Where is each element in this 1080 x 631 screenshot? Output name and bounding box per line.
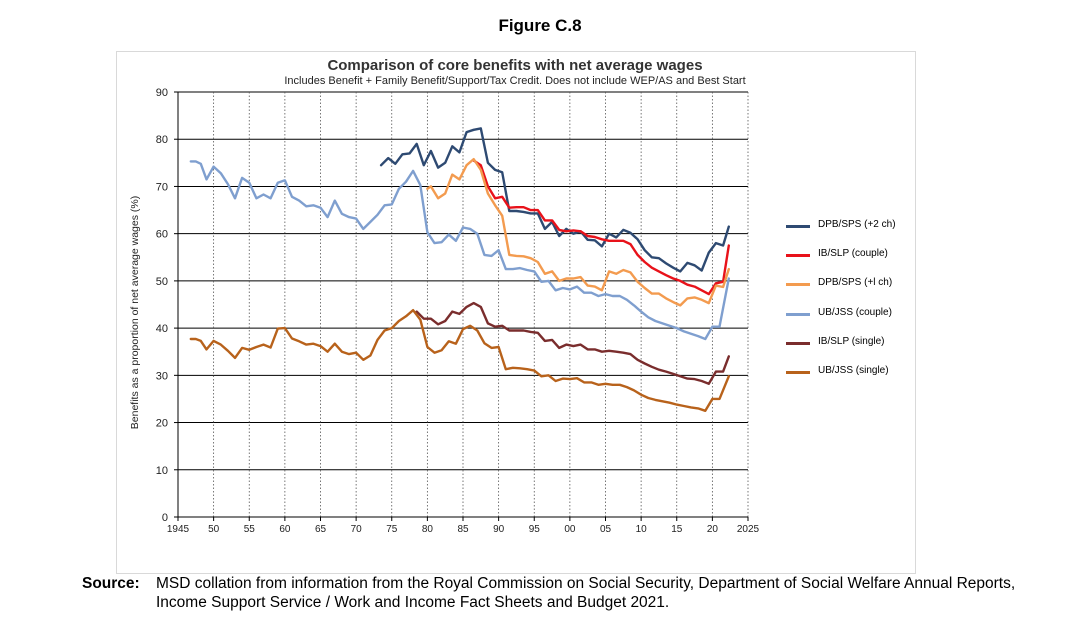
x-tick-label: 90 <box>493 524 505 535</box>
x-tick-label: 75 <box>386 524 398 535</box>
x-tick-label: 20 <box>707 524 719 535</box>
x-tick-label: 60 <box>279 524 291 535</box>
y-tick-label: 50 <box>156 276 168 288</box>
y-tick-label: 90 <box>156 87 168 99</box>
legend-swatch <box>786 225 810 228</box>
legend-label: DPB/SPS (+l ch) <box>818 277 893 289</box>
y-tick-label: 10 <box>156 465 168 477</box>
y-tick-label: 70 <box>156 181 168 193</box>
legend-item: IB/SLP (couple) <box>784 248 914 277</box>
legend-swatch <box>786 370 810 374</box>
series-line <box>472 159 730 296</box>
series-line <box>189 160 730 341</box>
legend-item: UB/JSS (couple) <box>784 307 914 336</box>
x-tick-label: 80 <box>422 524 434 535</box>
legend-item: DPB/SPS (+2 ch) <box>784 219 914 248</box>
chart-legend: DPB/SPS (+2 ch) IB/SLP (couple) DPB/SPS (+… <box>784 219 914 394</box>
x-tick-label: 65 <box>315 524 327 535</box>
legend-label: IB/SLP (single) <box>818 335 885 347</box>
x-tick-label: 70 <box>351 524 363 535</box>
series-line <box>189 309 730 412</box>
source-text: MSD collation from information from the … <box>156 575 1016 611</box>
x-tick-label: 1945 <box>167 524 190 535</box>
legend-item: DPB/SPS (+l ch) <box>784 277 914 306</box>
legend-item: UB/JSS (single) <box>784 365 914 394</box>
legend-swatch <box>786 341 810 345</box>
y-axis-title: Benefits as a proportion of net average … <box>129 196 141 429</box>
legend-swatch <box>786 283 810 287</box>
legend-label: UB/JSS (single) <box>818 364 889 376</box>
legend-swatch <box>786 254 810 258</box>
legend-label: UB/JSS (couple) <box>818 306 892 318</box>
figure-label: Figure C.8 <box>498 16 582 35</box>
series-line <box>426 157 730 307</box>
x-tick-label: 55 <box>244 524 256 535</box>
source-label: Source: <box>82 575 140 592</box>
x-tick-label: 00 <box>564 524 576 535</box>
legend-label: IB/SLP (couple) <box>818 248 888 260</box>
legend-swatch <box>786 312 810 316</box>
chart-subtitle: Includes Benefit + Family Benefit/Suppor… <box>284 75 746 87</box>
y-tick-label: 80 <box>156 134 168 146</box>
legend-label: DPB/SPS (+2 ch) <box>818 219 896 230</box>
y-tick-label: 20 <box>156 418 168 430</box>
chart-title: Comparison of core benefits with net ave… <box>327 57 703 74</box>
x-tick-label: 10 <box>636 524 648 535</box>
y-tick-label: 60 <box>156 229 168 241</box>
y-tick-label: 30 <box>156 370 168 382</box>
legend-item: IB/SLP (single) <box>784 336 914 365</box>
series-line <box>415 301 730 385</box>
y-tick-label: 40 <box>156 323 168 335</box>
source-note: Source: MSD collation from information fr… <box>82 574 1036 612</box>
x-tick-label: 05 <box>600 524 612 535</box>
x-tick-label: 50 <box>208 524 220 535</box>
y-tick-label: 0 <box>162 512 168 524</box>
x-tick-label: 85 <box>457 524 469 535</box>
x-tick-label: 95 <box>529 524 541 535</box>
x-tick-label: 15 <box>671 524 683 535</box>
series-line <box>379 127 730 273</box>
x-tick-label: 2025 <box>737 524 760 535</box>
